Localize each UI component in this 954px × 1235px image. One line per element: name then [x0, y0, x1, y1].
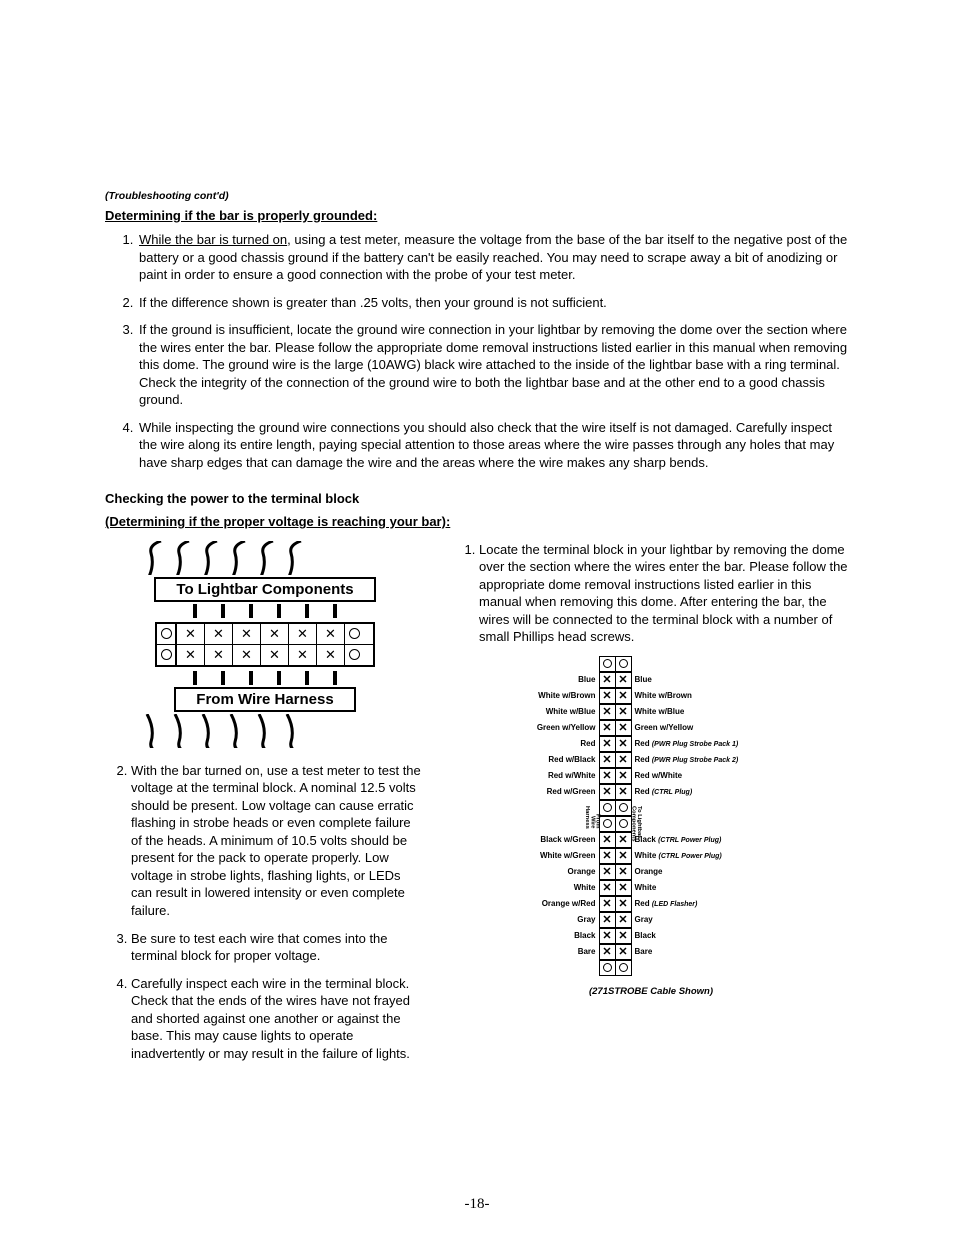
wire-label-right: Bare [632, 947, 785, 956]
wires-bottom-icon [135, 714, 315, 748]
wire-label-left: White w/Green [518, 851, 599, 860]
connector-row: Blue ✕ ✕ Blue [518, 672, 785, 688]
wire-label-right: White [632, 883, 785, 892]
list-item: Carefully inspect each wire in the termi… [131, 975, 425, 1063]
diagram-top-label: To Lightbar Components [154, 577, 376, 602]
wires-top-icon [135, 541, 315, 575]
section1-list: While the bar is turned on, using a test… [105, 231, 849, 472]
right-sub-list: Locate the terminal block in your lightb… [453, 541, 849, 646]
wire-label-left: Black w/Green [518, 835, 599, 844]
connector-gap: From Wire Harness To Lightbar Components [518, 800, 785, 816]
connector-row: Black w/Green ✕ ✕ Black (CTRL Power Plug… [518, 832, 785, 848]
wire-label-right: Red (LED Flasher) [632, 899, 785, 908]
wire-stubs-icon [175, 604, 355, 618]
wire-label-right: White (CTRL Power Plug) [632, 851, 785, 860]
wire-label-right: Red w/White [632, 771, 785, 780]
wire-label-left: White [518, 883, 599, 892]
connector-row: Orange ✕ ✕ Orange [518, 864, 785, 880]
connector-end-row [518, 656, 785, 672]
header-note: (Troubleshooting cont'd) [105, 190, 849, 202]
list-item: While the bar is turned on, using a test… [137, 231, 849, 284]
connector-row: Orange w/Red ✕ ✕ Red (LED Flasher) [518, 896, 785, 912]
connector-row: White w/Blue ✕ ✕ White w/Blue [518, 704, 785, 720]
two-column-layout: To Lightbar Components ✕✕✕ ✕✕✕ [105, 541, 849, 1073]
page: (Troubleshooting cont'd) Determining if … [0, 0, 954, 1235]
connector-row: Red w/Green ✕ ✕ Red (CTRL Plug) [518, 784, 785, 800]
wire-label-right: Black (CTRL Power Plug) [632, 835, 785, 844]
connector-row: Black ✕ ✕ Black [518, 928, 785, 944]
list-item: With the bar turned on, use a test meter… [131, 762, 425, 920]
right-column: Locate the terminal block in your lightb… [453, 541, 849, 1073]
wire-label-right: Red (PWR Plug Strobe Pack 1) [632, 739, 785, 748]
wire-label-left: Red [518, 739, 599, 748]
connector-end-row [518, 960, 785, 976]
wire-label-left: White w/Brown [518, 691, 599, 700]
wire-label-left: Bare [518, 947, 599, 956]
wire-label-left: Gray [518, 915, 599, 924]
wire-label-right: Gray [632, 915, 785, 924]
wire-label-right: Red (PWR Plug Strobe Pack 2) [632, 755, 785, 764]
wire-label-right: White w/Blue [632, 707, 785, 716]
wire-label-left: White w/Blue [518, 707, 599, 716]
left-column: To Lightbar Components ✕✕✕ ✕✕✕ [105, 541, 425, 1073]
left-sub-list: With the bar turned on, use a test meter… [105, 762, 425, 1063]
connector-row: Bare ✕ ✕ Bare [518, 944, 785, 960]
wire-label-left: Red w/Green [518, 787, 599, 796]
wire-label-left: Red w/White [518, 771, 599, 780]
wire-label-left: Orange w/Red [518, 899, 599, 908]
wire-label-left: Black [518, 931, 599, 940]
wire-stubs-icon [175, 671, 355, 685]
underline-span: While the bar is turned on [139, 232, 287, 247]
connector-caption: (271STROBE Cable Shown) [589, 986, 713, 997]
connector-gap [518, 816, 785, 832]
diagram-bottom-label: From Wire Harness [174, 687, 356, 712]
list-item: Locate the terminal block in your lightb… [479, 541, 849, 646]
connector-row: Red w/Black ✕ ✕ Red (PWR Plug Strobe Pac… [518, 752, 785, 768]
wire-label-right: White w/Brown [632, 691, 785, 700]
connector-diagram: Blue ✕ ✕ Blue White w/Brown ✕ ✕ White w/… [453, 656, 849, 997]
connector-row: Red ✕ ✕ Red (PWR Plug Strobe Pack 1) [518, 736, 785, 752]
wire-label-left: Orange [518, 867, 599, 876]
list-item: While inspecting the ground wire connect… [137, 419, 849, 472]
list-item: Be sure to test each wire that comes int… [131, 930, 425, 965]
wire-label-right: Red (CTRL Plug) [632, 787, 785, 796]
wire-label-right: Green w/Yellow [632, 723, 785, 732]
wire-label-left: Blue [518, 675, 599, 684]
section1-title: Determining if the bar is properly groun… [105, 208, 849, 223]
terminal-block-diagram: To Lightbar Components ✕✕✕ ✕✕✕ [135, 541, 395, 748]
connector-row: Green w/Yellow ✕ ✕ Green w/Yellow [518, 720, 785, 736]
wire-label-left: Green w/Yellow [518, 723, 599, 732]
wire-label-right: Black [632, 931, 785, 940]
connector-row: Gray ✕ ✕ Gray [518, 912, 785, 928]
page-number: -18- [0, 1196, 954, 1213]
section2-heading-2: (Determining if the proper voltage is re… [105, 513, 849, 531]
connector-row: White w/Brown ✕ ✕ White w/Brown [518, 688, 785, 704]
connector-row: White w/Green ✕ ✕ White (CTRL Power Plug… [518, 848, 785, 864]
list-item: If the difference shown is greater than … [137, 294, 849, 312]
wire-label-left: Red w/Black [518, 755, 599, 764]
section2-heading-1: Checking the power to the terminal block [105, 490, 849, 508]
wire-label-right: Blue [632, 675, 785, 684]
wire-label-right: Orange [632, 867, 785, 876]
connector-row: Red w/White ✕ ✕ Red w/White [518, 768, 785, 784]
list-item: If the ground is insufficient, locate th… [137, 321, 849, 409]
terminal-block-icon: ✕✕✕ ✕✕✕ ✕✕✕ ✕✕✕ [155, 622, 375, 667]
connector-row: White ✕ ✕ White [518, 880, 785, 896]
